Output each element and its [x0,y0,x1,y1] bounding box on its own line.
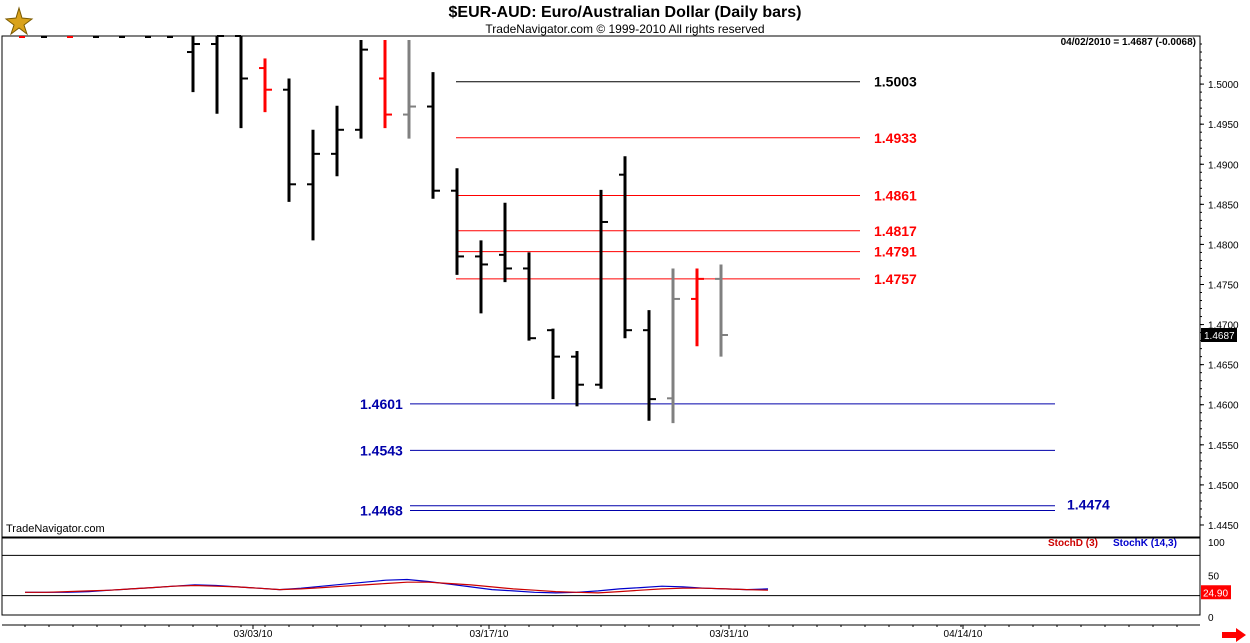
stoch-tick-label: 50 [1208,572,1220,583]
last-price-box [1201,327,1237,342]
resistance-label: 1.4817 [874,223,917,239]
date-tick-label: 03/17/10 [470,629,509,640]
price-tick-label: 1.4550 [1208,441,1239,452]
price-tick-label: 1.4950 [1208,120,1239,131]
price-panel-frame [1,35,1201,538]
price-tick-label: 1.4600 [1208,401,1239,412]
stoch-tick-label: 0 [1208,613,1214,624]
support-label: 1.4601 [360,396,403,412]
support-label: 1.4468 [360,503,403,519]
price-tick-label: 1.4700 [1208,321,1239,332]
stoch-d-line [25,581,769,594]
last-price-label: 1.4687 [1204,331,1235,342]
resistance-label: 1.4933 [874,130,917,146]
resistance-label: 1.4861 [874,188,917,204]
stoch-d-legend: StochD (3) [1048,538,1098,549]
resistance-label: 1.5003 [874,74,917,90]
stoch-tick-label: 100 [1208,538,1225,549]
resistance-label: 1.4757 [874,271,917,287]
stoch-last-label: 24.90 [1203,588,1228,599]
support-label: 1.4543 [360,442,403,458]
price-tick-label: 1.4850 [1208,200,1239,211]
price-tick-label: 1.4650 [1208,361,1239,372]
support-label: 1.4474 [1067,497,1110,513]
date-tick-label: 03/03/10 [234,629,273,640]
copyright-text: TradeNavigator.com © 1999-2010 All right… [485,22,765,36]
price-tick-label: 1.4450 [1208,521,1239,532]
price-tick-label: 1.4750 [1208,280,1239,291]
price-tick-label: 1.4500 [1208,481,1239,492]
price-readout: 04/02/2010 = 1.4687 (-0.0068) [1060,37,1196,48]
scroll-right-arrow-icon[interactable] [1222,628,1246,642]
trade-navigator-logo-icon [4,6,34,36]
stoch-k-legend: StochK (14,3) [1113,538,1177,549]
date-tick-label: 03/31/10 [710,629,749,640]
stoch-k-line [25,578,769,594]
resistance-label: 1.4791 [874,244,917,260]
watermark-text: TradeNavigator.com [6,523,105,535]
price-tick-label: 1.4900 [1208,160,1239,171]
price-tick-label: 1.4800 [1208,240,1239,251]
price-tick-label: 1.5000 [1208,80,1239,91]
date-tick-label: 04/14/10 [944,629,983,640]
stochastic-panel-frame [1,537,1201,616]
chart-title: $EUR-AUD: Euro/Australian Dollar (Daily … [448,4,802,21]
stoch-last-box [1201,585,1231,600]
